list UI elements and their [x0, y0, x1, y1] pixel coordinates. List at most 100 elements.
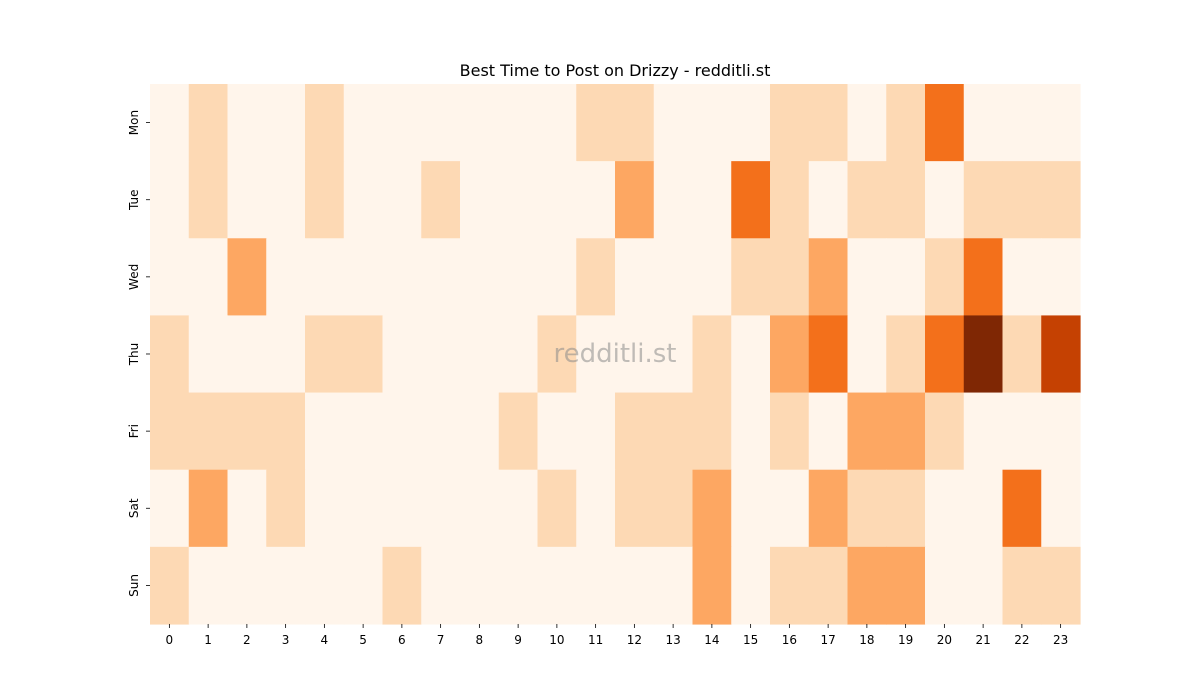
heatmap-cell [343, 315, 384, 394]
heatmap-cell [343, 84, 384, 162]
x-tick-label: 12 [627, 633, 642, 647]
heatmap-cell [576, 84, 616, 162]
heatmap-cell [188, 469, 229, 548]
heatmap-cell [1002, 161, 1042, 239]
x-tick-label: 10 [549, 633, 564, 647]
heatmap-cell [1002, 392, 1042, 471]
heatmap-cell [227, 546, 267, 625]
heatmap-cell [266, 315, 306, 394]
heatmap-cell [1041, 392, 1081, 471]
heatmap-cell [266, 238, 306, 317]
x-tick-label: 0 [166, 633, 174, 647]
heatmap-cell [808, 161, 849, 239]
heatmap-cell [150, 315, 190, 394]
heatmap-cell [886, 238, 926, 317]
heatmap-cell [150, 161, 190, 239]
heatmap-cell [963, 546, 1004, 625]
heatmap-cell [925, 469, 965, 548]
heatmap-cell [886, 546, 926, 625]
heatmap-cell [305, 315, 345, 394]
heatmap-cell [576, 238, 616, 317]
heatmap-cell [498, 546, 539, 625]
heatmap-cell [808, 469, 849, 548]
heatmap-cell [498, 238, 539, 317]
x-tick-label: 8 [476, 633, 484, 647]
heatmap-cell [576, 392, 616, 471]
heatmap-cell [266, 84, 306, 162]
heatmap-cell [266, 469, 306, 548]
heatmap-cell [847, 161, 887, 239]
x-tick-label: 23 [1053, 633, 1068, 647]
heatmap-cell [305, 161, 345, 239]
heatmap-cell [498, 315, 539, 394]
heatmap-cell [305, 392, 345, 471]
heatmap-cell [1041, 238, 1081, 317]
x-tick-label: 19 [898, 633, 913, 647]
heatmap-cell [692, 238, 732, 317]
heatmap-cell [963, 84, 1004, 162]
heatmap-cell [847, 392, 887, 471]
y-tick-label: Sat [127, 498, 141, 518]
heatmap-cell [886, 392, 926, 471]
x-tick-label: 1 [204, 633, 212, 647]
heatmap-cell [847, 315, 887, 394]
heatmap-cell [1041, 161, 1081, 239]
heatmap-cell [266, 546, 306, 625]
heatmap-cell [925, 392, 965, 471]
heatmap-cell [886, 315, 926, 394]
heatmap-cell [305, 546, 345, 625]
heatmap-cell [460, 546, 500, 625]
heatmap-cell [692, 469, 732, 548]
heatmap-cell [925, 238, 965, 317]
x-tick-label: 22 [1014, 633, 1029, 647]
heatmap-cell [227, 469, 267, 548]
heatmap-cell [460, 238, 500, 317]
heatmap-cell [537, 392, 577, 471]
y-tick-label: Thu [127, 343, 141, 367]
heatmap-cell [382, 392, 422, 471]
heatmap-cell [227, 315, 267, 394]
heatmap-cell [150, 84, 190, 162]
x-tick-label: 4 [321, 633, 329, 647]
heatmap-cell [847, 238, 887, 317]
heatmap-cell [498, 161, 539, 239]
heatmap-cell [731, 238, 771, 317]
heatmap-cell [925, 161, 965, 239]
heatmap-cell [343, 161, 384, 239]
heatmap-cell [343, 546, 384, 625]
heatmap-cell [963, 392, 1004, 471]
heatmap-cell [808, 546, 849, 625]
heatmap-cell [770, 392, 810, 471]
heatmap-cell [576, 315, 616, 394]
heatmap-cell [808, 238, 849, 317]
heatmap-cell [1041, 546, 1081, 625]
heatmap-cell [343, 469, 384, 548]
heatmap-cell [731, 84, 771, 162]
heatmap-cell [653, 392, 694, 471]
heatmap-cell [150, 238, 190, 317]
y-tick-label: Tue [127, 189, 141, 211]
heatmap-cell [615, 238, 655, 317]
heatmap-cell [421, 161, 461, 239]
heatmap-cell [421, 315, 461, 394]
heatmap-cell [1041, 469, 1081, 548]
heatmap-cell [1002, 84, 1042, 162]
heatmap-cell [653, 84, 694, 162]
heatmap-cell [460, 469, 500, 548]
heatmap-cell [343, 238, 384, 317]
x-tick-label: 16 [782, 633, 797, 647]
heatmap-cell [770, 546, 810, 625]
heatmap-cell [770, 315, 810, 394]
heatmap-cell [227, 161, 267, 239]
heatmap-cell [188, 84, 229, 162]
heatmap-cell [421, 84, 461, 162]
x-tick-label: 7 [437, 633, 445, 647]
heatmap-cell [1002, 546, 1042, 625]
heatmap-cell [460, 315, 500, 394]
heatmap-cell [460, 392, 500, 471]
heatmap-cell [305, 469, 345, 548]
heatmap-cell [886, 469, 926, 548]
heatmap-cell [653, 238, 694, 317]
heatmap-cell [1002, 469, 1042, 548]
heatmap-cell [615, 546, 655, 625]
